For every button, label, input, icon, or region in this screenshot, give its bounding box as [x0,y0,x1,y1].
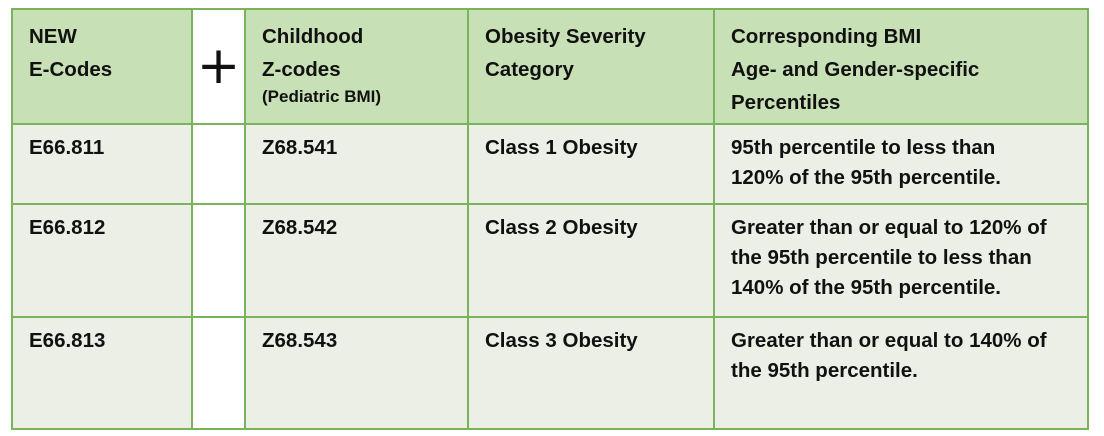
header-z-codes: Childhood Z-codes (Pediatric BMI) [244,8,469,125]
header-z-codes-line-1: Childhood [262,25,364,48]
plus-spacer-cell [191,203,246,318]
z-code-cell: Z68.543 [244,316,469,430]
table-row: E66.811 Z68.541 Class 1 Obesity 95th per… [11,123,1089,205]
e-code-cell: E66.812 [11,203,193,318]
header-severity-line-2: Category [485,58,574,81]
header-e-codes-line-2: E-Codes [29,58,113,81]
header-bmi-line-3: Percentiles [731,91,841,114]
category-cell: Class 2 Obesity [467,203,715,318]
z-code-cell: Z68.542 [244,203,469,318]
percentile-line: Greater than or equal to 120% of [731,216,1047,239]
percentile-line: 95th percentile to less than [731,136,996,159]
header-severity-category: Obesity Severity Category [467,8,715,125]
plus-spacer-cell [191,123,246,205]
header-z-codes-sublabel: (Pediatric BMI) [262,87,382,106]
header-z-codes-line-2: Z-codes [262,58,341,81]
percentile-cell: Greater than or equal to 140% of the 95t… [713,316,1089,430]
e-code-cell: E66.811 [11,123,193,205]
percentile-cell: 95th percentile to less than 120% of the… [713,123,1089,205]
table-header-row: NEW E-Codes + Childhood Z-codes (Pediatr… [11,8,1089,125]
header-plus: + [191,8,246,125]
plus-icon: + [196,36,241,96]
z-code-cell: Z68.541 [244,123,469,205]
header-severity-line-1: Obesity Severity [485,25,646,48]
percentile-line: 120% of the 95th percentile. [731,166,1002,189]
percentile-line: the 95th percentile to less than [731,246,1032,269]
table-row: E66.812 Z68.542 Class 2 Obesity Greater … [11,203,1089,318]
header-bmi-line-2: Age- and Gender-specific [731,58,980,81]
table-row: E66.813 Z68.543 Class 3 Obesity Greater … [11,316,1089,430]
percentile-line: Greater than or equal to 140% of [731,329,1047,352]
percentile-line: the 95th percentile. [731,359,918,382]
obesity-codes-table: NEW E-Codes + Childhood Z-codes (Pediatr… [11,8,1089,430]
plus-spacer-cell [191,316,246,430]
percentile-line: 140% of the 95th percentile. [731,276,1002,299]
header-e-codes: NEW E-Codes [11,8,193,125]
percentile-cell: Greater than or equal to 120% of the 95t… [713,203,1089,318]
header-bmi-percentiles: Corresponding BMI Age- and Gender-specif… [713,8,1089,125]
category-cell: Class 1 Obesity [467,123,715,205]
e-code-cell: E66.813 [11,316,193,430]
header-e-codes-line-1: NEW [29,25,77,48]
header-bmi-line-1: Corresponding BMI [731,25,922,48]
category-cell: Class 3 Obesity [467,316,715,430]
